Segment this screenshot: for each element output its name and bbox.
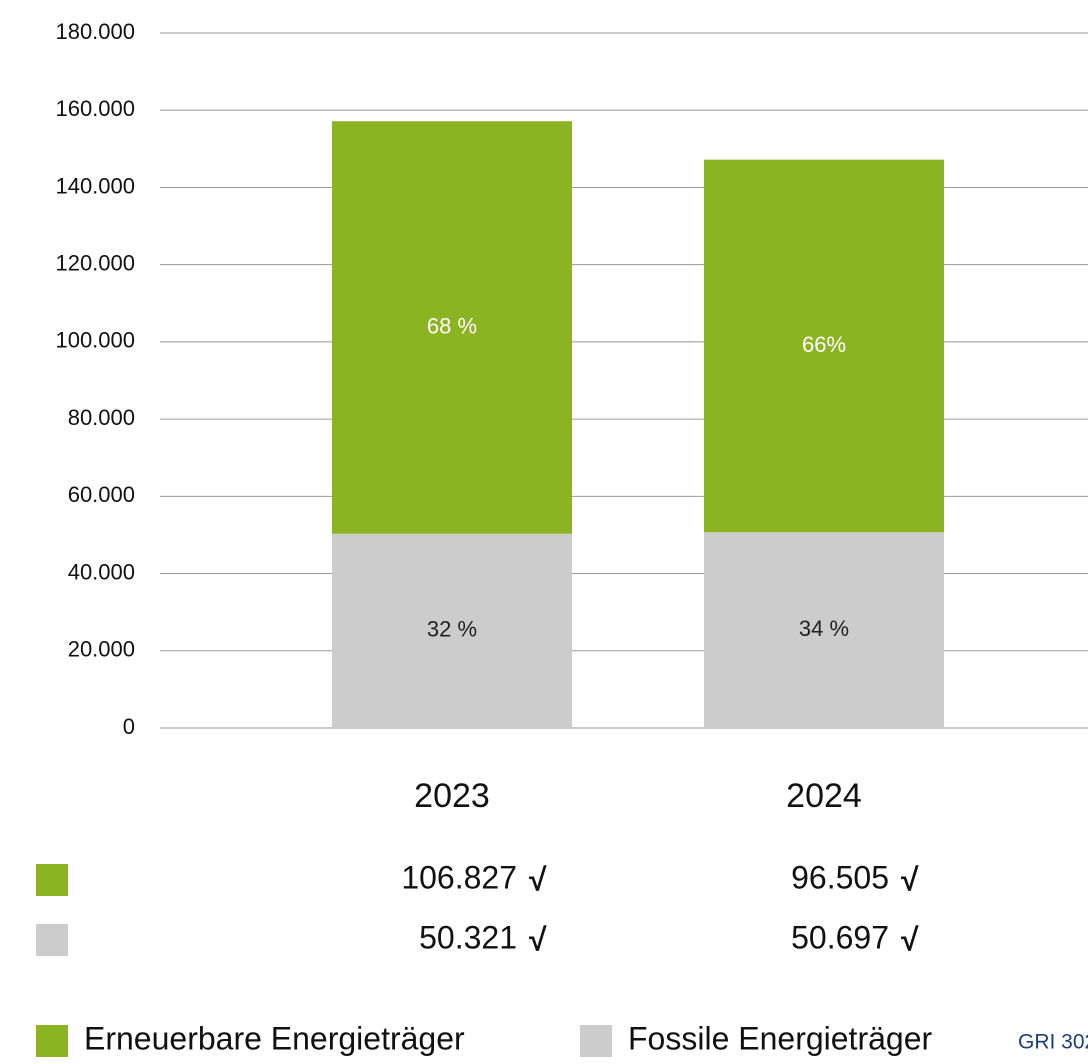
value-label: 50.321 [419, 919, 517, 955]
table-swatch [36, 924, 68, 956]
x-tick-label: 2023 [414, 777, 490, 815]
y-tick-label: 100.000 [55, 328, 135, 353]
y-tick-label: 60.000 [68, 482, 135, 507]
legend-label: Fossile Energieträger [628, 1020, 932, 1056]
check-mark: √ [529, 921, 547, 957]
table-swatch [36, 864, 68, 896]
y-tick-label: 160.000 [55, 96, 135, 121]
y-tick-label: 0 [123, 714, 135, 739]
legend-swatch [36, 1025, 68, 1057]
check-mark: √ [529, 861, 547, 897]
value-label: 96.505 [791, 859, 889, 895]
value-label: 106.827 [401, 859, 517, 895]
y-tick-label: 180.000 [55, 19, 135, 44]
x-tick-label: 2024 [786, 777, 862, 815]
y-tick-label: 20.000 [68, 637, 135, 662]
y-tick-label: 40.000 [68, 559, 135, 584]
legend-label: Erneuerbare Energieträger [84, 1020, 465, 1056]
check-mark: √ [901, 861, 919, 897]
share-label: 66% [802, 332, 846, 357]
bar-segment [332, 121, 572, 534]
share-label: 34 % [799, 616, 849, 641]
share-label: 68 % [427, 313, 477, 338]
note: GRI 302-1 [1018, 1031, 1088, 1054]
legend-swatch [580, 1025, 612, 1057]
y-tick-label: 120.000 [55, 250, 135, 275]
share-label: 32 % [427, 617, 477, 642]
bar-segment [704, 159, 944, 533]
y-tick-label: 140.000 [55, 173, 135, 198]
bar-segment [704, 532, 944, 728]
bar-segment [332, 533, 572, 728]
value-label: 50.697 [791, 919, 889, 955]
check-mark: √ [901, 921, 919, 957]
y-tick-label: 80.000 [68, 405, 135, 430]
